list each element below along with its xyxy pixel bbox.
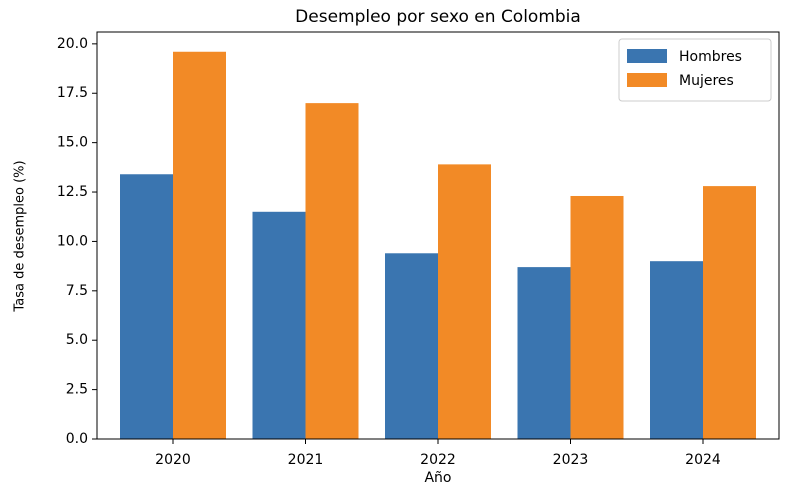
legend-swatch — [627, 73, 667, 87]
y-axis-label: Tasa de desempleo (%) — [13, 160, 28, 312]
bar — [120, 174, 173, 439]
x-axis-label: Año — [424, 470, 451, 486]
x-tick-label: 2020 — [155, 452, 191, 468]
x-tick-label: 2024 — [685, 452, 721, 468]
y-tick-label: 10.0 — [57, 233, 88, 249]
y-tick-label: 5.0 — [66, 332, 88, 348]
legend-label: Hombres — [679, 49, 742, 65]
x-tick-label: 2021 — [288, 452, 324, 468]
bar — [570, 195, 624, 439]
y-tick-label: 7.5 — [66, 283, 88, 299]
y-tick-label: 17.5 — [57, 85, 88, 101]
y-tick-label: 0.0 — [66, 431, 88, 447]
plot-frame — [96, 31, 780, 440]
y-tick-label: 20.0 — [57, 36, 88, 52]
bar — [173, 51, 226, 439]
y-tick-label: 15.0 — [57, 135, 88, 151]
legend-swatch — [627, 49, 667, 63]
bar — [650, 261, 703, 439]
bar — [517, 267, 571, 439]
bar — [385, 253, 438, 439]
bar — [703, 186, 756, 439]
legend-label: Mujeres — [679, 73, 734, 89]
y-tick-label: 12.5 — [57, 184, 88, 200]
bar — [305, 103, 359, 439]
x-tick-label: 2022 — [420, 452, 456, 468]
bar — [438, 164, 491, 439]
x-tick-label: 2023 — [553, 452, 589, 468]
y-tick-label: 2.5 — [66, 382, 88, 398]
chart-title: Desempleo por sexo en Colombia — [295, 7, 581, 27]
bar — [252, 211, 306, 439]
